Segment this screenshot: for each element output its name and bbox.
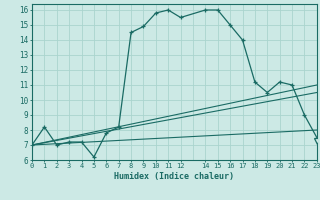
X-axis label: Humidex (Indice chaleur): Humidex (Indice chaleur) — [115, 172, 234, 181]
